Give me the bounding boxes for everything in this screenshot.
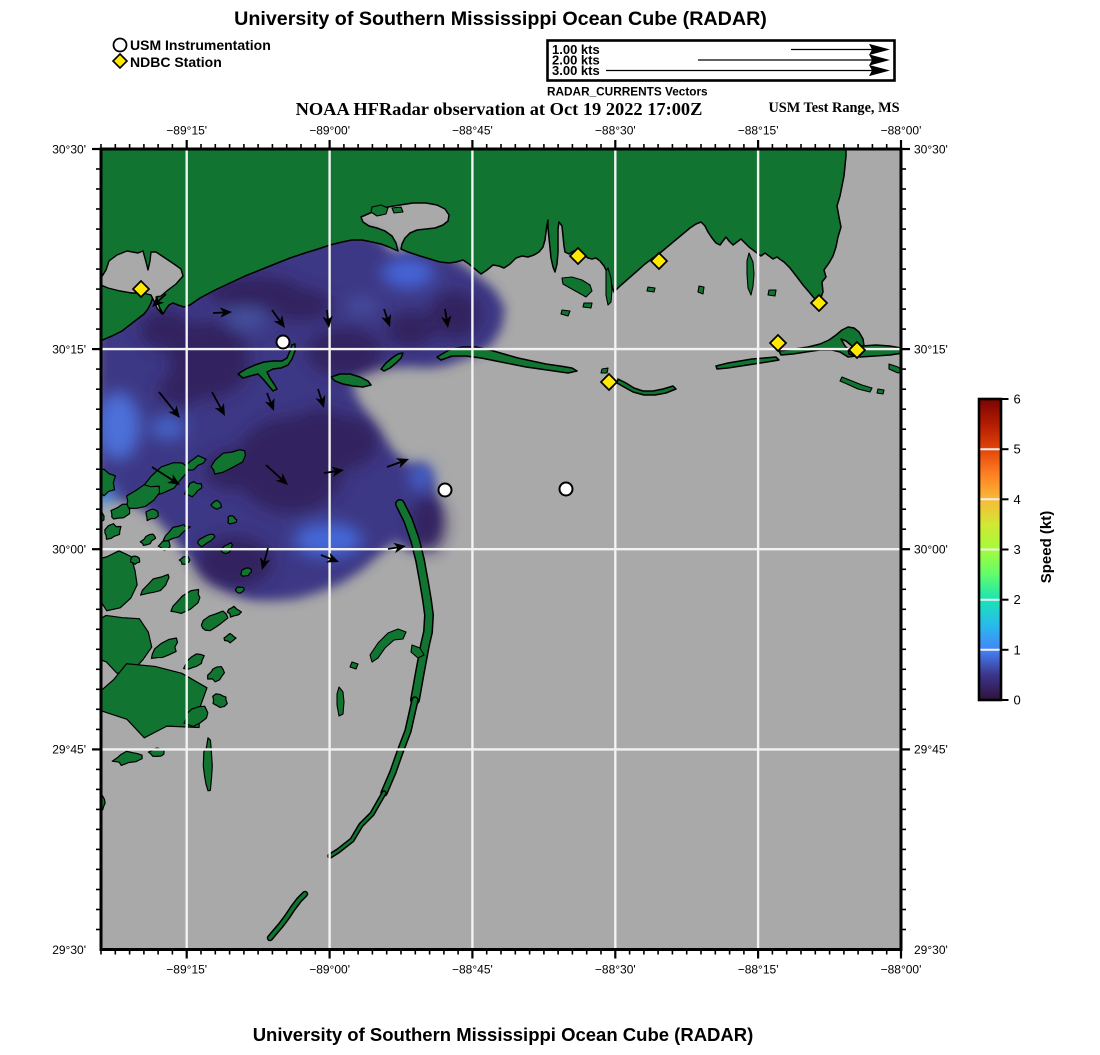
svg-text:6: 6 xyxy=(1014,392,1021,407)
svg-text:3.00 kts: 3.00 kts xyxy=(552,63,600,78)
svg-text:30°00': 30°00' xyxy=(52,543,86,557)
svg-text:−88°00': −88°00' xyxy=(881,963,922,977)
svg-text:29°45': 29°45' xyxy=(914,743,948,757)
svg-text:−89°00': −89°00' xyxy=(309,124,350,138)
svg-text:−88°45': −88°45' xyxy=(452,124,493,138)
svg-text:University of Southern Mississ: University of Southern Mississippi Ocean… xyxy=(253,1024,754,1045)
svg-text:−89°15': −89°15' xyxy=(166,963,207,977)
svg-text:29°30': 29°30' xyxy=(914,943,948,957)
svg-text:−89°00': −89°00' xyxy=(309,963,350,977)
svg-text:30°15': 30°15' xyxy=(52,342,86,356)
svg-text:RADAR_CURRENTS Vectors: RADAR_CURRENTS Vectors xyxy=(547,85,708,99)
svg-text:USM Test Range, MS: USM Test Range, MS xyxy=(768,100,899,116)
svg-text:5: 5 xyxy=(1014,442,1021,457)
svg-text:2.00 kts: 2.00 kts xyxy=(552,53,600,68)
svg-text:Speed (kt): Speed (kt) xyxy=(1038,511,1055,584)
svg-text:−88°30': −88°30' xyxy=(595,963,636,977)
svg-text:1.00 kts: 1.00 kts xyxy=(552,42,600,57)
svg-text:3: 3 xyxy=(1014,542,1021,557)
svg-text:30°15': 30°15' xyxy=(914,342,948,356)
svg-text:30°00': 30°00' xyxy=(914,543,948,557)
svg-text:0: 0 xyxy=(1014,693,1021,708)
svg-text:−88°45': −88°45' xyxy=(452,963,493,977)
svg-text:30°30': 30°30' xyxy=(914,142,948,156)
svg-text:−88°30': −88°30' xyxy=(595,124,636,138)
svg-text:4: 4 xyxy=(1014,492,1021,507)
svg-text:−88°15': −88°15' xyxy=(738,124,779,138)
svg-text:2: 2 xyxy=(1014,592,1021,607)
svg-text:−88°15': −88°15' xyxy=(738,963,779,977)
svg-text:1: 1 xyxy=(1014,642,1021,657)
svg-text:30°30': 30°30' xyxy=(52,142,86,156)
svg-text:USM Instrumentation: USM Instrumentation xyxy=(130,37,271,53)
svg-text:University of Southern Mississ: University of Southern Mississippi Ocean… xyxy=(234,8,767,30)
svg-text:29°45': 29°45' xyxy=(52,743,86,757)
svg-text:NOAA HFRadar observation at Oc: NOAA HFRadar observation at Oct 19 2022 … xyxy=(296,99,703,119)
svg-text:−89°15': −89°15' xyxy=(166,124,207,138)
svg-text:−88°00': −88°00' xyxy=(881,124,922,138)
svg-text:NDBC Station: NDBC Station xyxy=(130,54,222,70)
svg-text:29°30': 29°30' xyxy=(52,943,86,957)
